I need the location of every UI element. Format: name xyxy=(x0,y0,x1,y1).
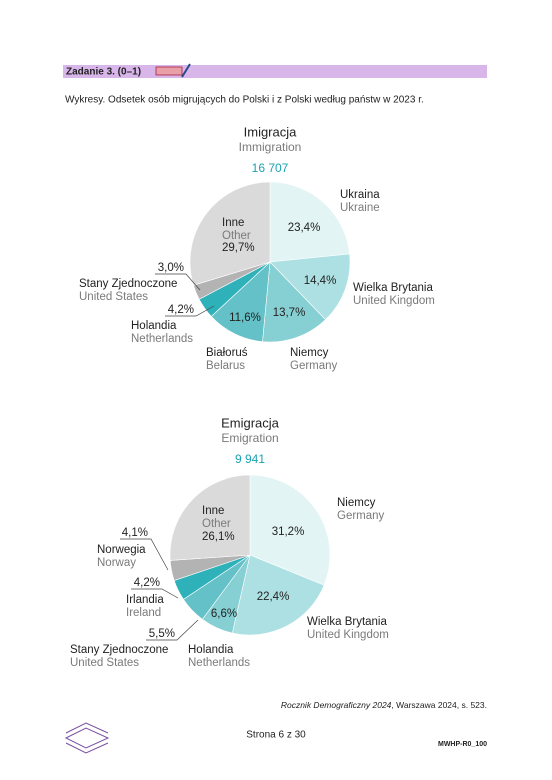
category-label: Białoruś xyxy=(206,347,248,359)
value-label: 31,2% xyxy=(272,526,305,538)
pie-slice xyxy=(262,261,326,343)
category-label-en: Belarus xyxy=(206,360,245,372)
category-label: Holandia xyxy=(188,644,234,656)
category-label: Wielka Brytania xyxy=(353,282,433,294)
category-label: Norwegia xyxy=(97,544,146,556)
leader-line xyxy=(131,588,179,599)
leader-line xyxy=(146,619,199,641)
icon xyxy=(155,66,183,76)
chart-title: Emigracja xyxy=(221,415,280,430)
value-label: 6,6% xyxy=(211,608,237,620)
leader-line xyxy=(120,538,169,571)
source-title: Rocznik Demograficzny 2024 xyxy=(281,700,392,710)
pie-slice xyxy=(189,181,271,286)
category-label-en: United Kingdom xyxy=(307,629,389,641)
pie-slice xyxy=(269,181,350,263)
category-label-en: Germany xyxy=(290,360,338,372)
value-label: 11,6% xyxy=(229,312,261,324)
category-label-en: Germany xyxy=(337,510,385,522)
source: Rocznik Demograficzny 2024, Warszawa 202… xyxy=(281,700,487,710)
chart-total: 9 941 xyxy=(235,452,265,466)
category-label: Stany Zjednoczone xyxy=(79,278,177,290)
category-label: Stany Zjednoczone xyxy=(70,644,168,656)
pen-icon xyxy=(181,63,191,78)
pie-slice xyxy=(249,474,331,586)
category-label-en: United States xyxy=(70,657,139,669)
value-label: 14,4% xyxy=(304,275,337,287)
value-label: 5,5% xyxy=(149,628,175,640)
category-label: Irlandia xyxy=(126,594,164,606)
chart-title: Imigracja xyxy=(244,124,298,139)
category-label-en: United Kingdom xyxy=(353,295,435,307)
pie-slice xyxy=(231,554,325,636)
category-label: Wielka Brytania xyxy=(307,616,387,628)
category-label-en: United States xyxy=(79,291,148,303)
task-title: Zadanie 3. (0–1) xyxy=(66,67,141,78)
value-label: 4,2% xyxy=(168,304,194,316)
value-label: 3,0% xyxy=(158,262,184,274)
category-label-en: Netherlands xyxy=(131,333,193,345)
category-label: Niemcy xyxy=(337,497,376,509)
caption: Wykresy. Odsetek osób migrujących do Pol… xyxy=(65,95,424,106)
pie-slice xyxy=(169,474,251,561)
page-number: Strona 6 z 30 xyxy=(246,730,306,741)
category-label: Holandia xyxy=(131,320,177,332)
value-label: 4,2% xyxy=(134,577,160,589)
value-label: 4,1% xyxy=(122,527,148,539)
category-label: Niemcy xyxy=(290,347,329,359)
logo xyxy=(64,722,110,754)
chart-total: 16 707 xyxy=(252,161,289,175)
chart-subtitle: Immigration xyxy=(239,140,302,154)
category-label-en: Other xyxy=(222,230,251,242)
category-label: Ukraina xyxy=(340,189,380,201)
page-code: MWHP-R0_100 xyxy=(438,741,487,748)
category-label: Inne xyxy=(202,505,224,517)
category-label-en: Netherlands xyxy=(188,657,250,669)
source-rest: , Warszawa 2024, s. 523. xyxy=(391,700,487,710)
leader-line xyxy=(155,273,201,291)
category-label-en: Ukraine xyxy=(340,202,380,214)
value-label: 26,1% xyxy=(202,531,235,543)
category-label-en: Other xyxy=(202,518,231,530)
value-label: 23,4% xyxy=(288,222,321,234)
category-label-en: Ireland xyxy=(126,607,161,619)
category-label: Inne xyxy=(222,217,244,229)
category-label-en: Norway xyxy=(97,557,136,569)
value-label: 13,7% xyxy=(273,307,306,319)
value-label: 29,7% xyxy=(222,242,255,254)
leader-line xyxy=(165,305,215,317)
chart-subtitle: Emigration xyxy=(221,431,278,445)
value-label: 22,4% xyxy=(257,591,290,603)
pie-slice xyxy=(269,253,351,321)
